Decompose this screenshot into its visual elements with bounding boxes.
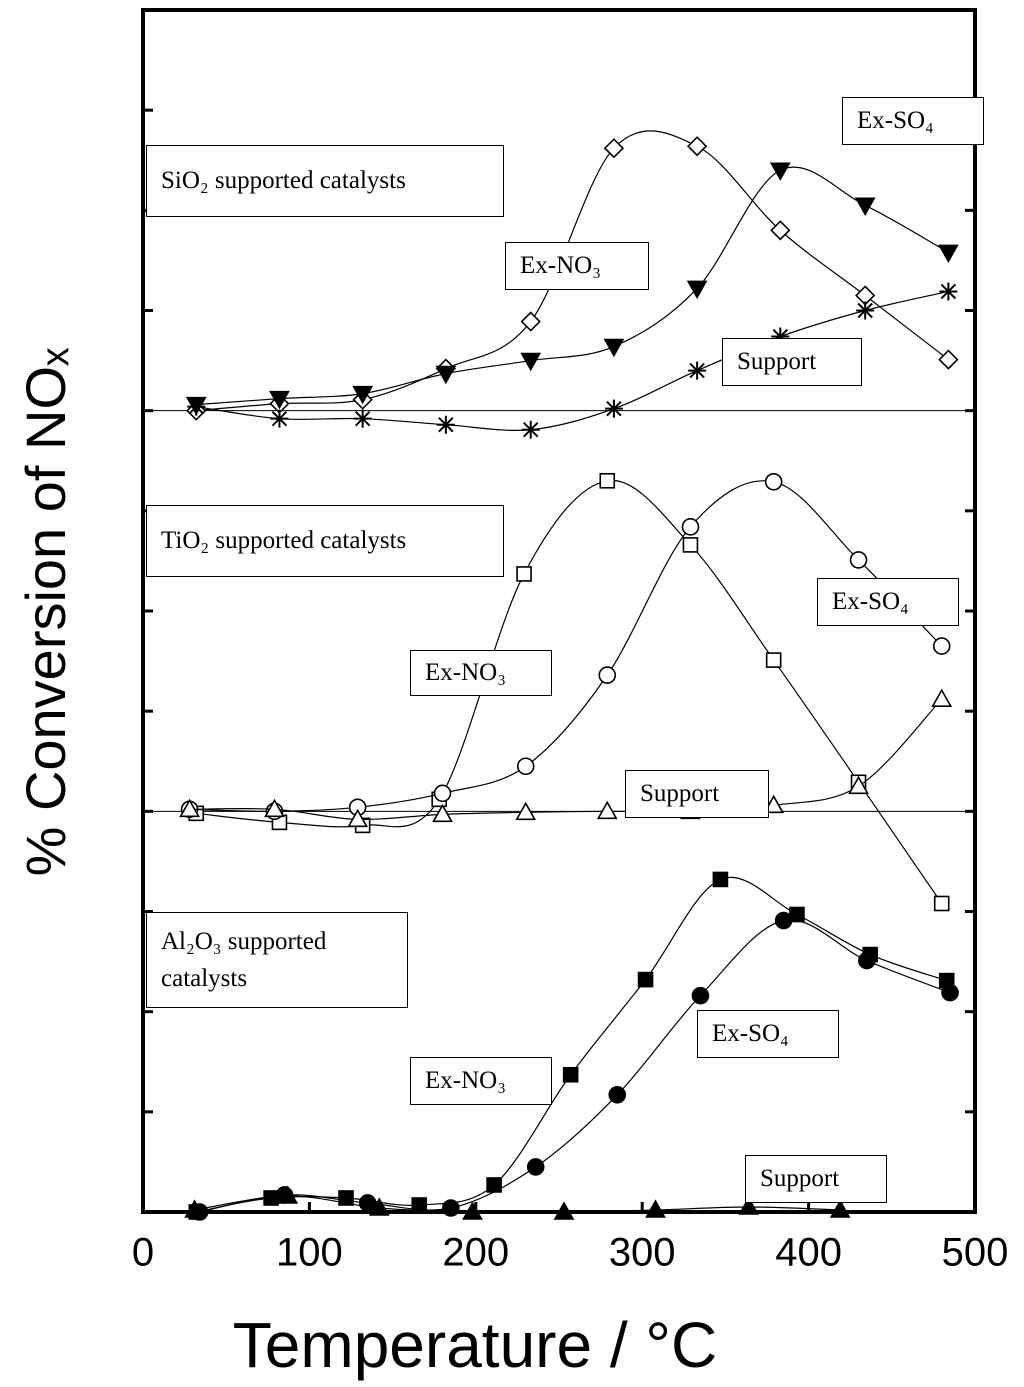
x-tick-label: 200 xyxy=(442,1231,509,1275)
x-tick-label: 0 xyxy=(132,1231,154,1275)
series-line xyxy=(196,290,949,431)
series-line xyxy=(196,130,949,412)
marker xyxy=(599,472,616,489)
series-line xyxy=(196,166,949,406)
marker xyxy=(603,138,625,159)
marker xyxy=(521,420,540,439)
series-line xyxy=(189,698,943,821)
marker xyxy=(938,244,959,264)
marker xyxy=(769,162,791,181)
series-label: Ex-NO₃ xyxy=(410,1057,552,1105)
marker xyxy=(179,798,200,818)
marker xyxy=(764,472,783,491)
marker xyxy=(516,566,532,582)
marker xyxy=(352,385,374,405)
marker xyxy=(686,280,708,300)
marker xyxy=(596,800,618,820)
marker xyxy=(520,311,541,332)
marker xyxy=(264,798,285,818)
series-label: Ex-NO₃ xyxy=(505,242,649,290)
plot-frame xyxy=(141,8,977,1214)
marker xyxy=(187,397,206,416)
marker xyxy=(432,803,453,823)
y-axis-title: % Conversion of NOₓ xyxy=(14,347,77,876)
marker xyxy=(712,871,729,888)
marker xyxy=(938,349,959,370)
marker xyxy=(931,688,953,707)
series-label: Support xyxy=(745,1155,887,1203)
marker xyxy=(645,1199,666,1218)
marker xyxy=(435,365,457,385)
marker xyxy=(515,801,537,821)
panel-label: SiO₂ supported catalysts xyxy=(146,145,504,217)
marker xyxy=(686,136,708,157)
marker xyxy=(763,794,785,814)
x-tick-label: 500 xyxy=(942,1231,1009,1275)
panel-label: TiO₂ supported catalysts xyxy=(146,505,504,577)
marker xyxy=(858,951,876,970)
marker xyxy=(932,637,951,655)
series-label: Ex-SO₄ xyxy=(842,97,984,145)
marker xyxy=(604,399,623,418)
series-line xyxy=(199,919,951,1212)
series-label: Support xyxy=(625,770,769,818)
series-line xyxy=(194,1195,841,1212)
marker xyxy=(562,1066,579,1083)
panel-label: Al₂O₃ supported catalysts xyxy=(146,912,408,1008)
series-label: Ex-NO₃ xyxy=(410,650,552,696)
marker xyxy=(691,986,710,1005)
marker xyxy=(848,775,869,795)
series-label: Ex-SO₄ xyxy=(697,1010,839,1058)
marker xyxy=(765,652,782,668)
marker xyxy=(682,537,699,553)
marker xyxy=(939,282,958,301)
marker xyxy=(269,390,290,410)
marker xyxy=(353,409,372,428)
marker xyxy=(829,1199,851,1218)
x-tick-label: 100 xyxy=(276,1231,343,1275)
marker xyxy=(436,415,455,434)
marker xyxy=(608,1086,627,1104)
marker xyxy=(771,327,790,346)
marker xyxy=(520,352,542,372)
x-tick-label: 300 xyxy=(609,1231,676,1275)
marker xyxy=(598,666,617,684)
marker xyxy=(681,518,700,536)
marker xyxy=(526,1158,545,1176)
x-axis-title: Temperature / °C xyxy=(233,1309,717,1381)
marker xyxy=(941,983,959,1002)
marker xyxy=(433,784,452,803)
marker xyxy=(854,197,876,216)
marker xyxy=(933,895,950,912)
marker xyxy=(277,1185,299,1204)
marker xyxy=(856,301,875,320)
series-label: Support xyxy=(722,338,862,386)
marker xyxy=(603,338,625,358)
marker xyxy=(270,409,289,428)
marker xyxy=(770,220,791,241)
series-label: Ex-SO₄ xyxy=(817,578,959,626)
marker xyxy=(688,361,707,380)
marker xyxy=(637,971,654,988)
marker xyxy=(849,551,868,569)
x-tick-label: 400 xyxy=(775,1231,842,1275)
series-line xyxy=(196,479,943,904)
marker xyxy=(774,911,793,930)
marker xyxy=(347,808,369,828)
marker xyxy=(516,757,535,776)
series-line xyxy=(189,480,943,812)
